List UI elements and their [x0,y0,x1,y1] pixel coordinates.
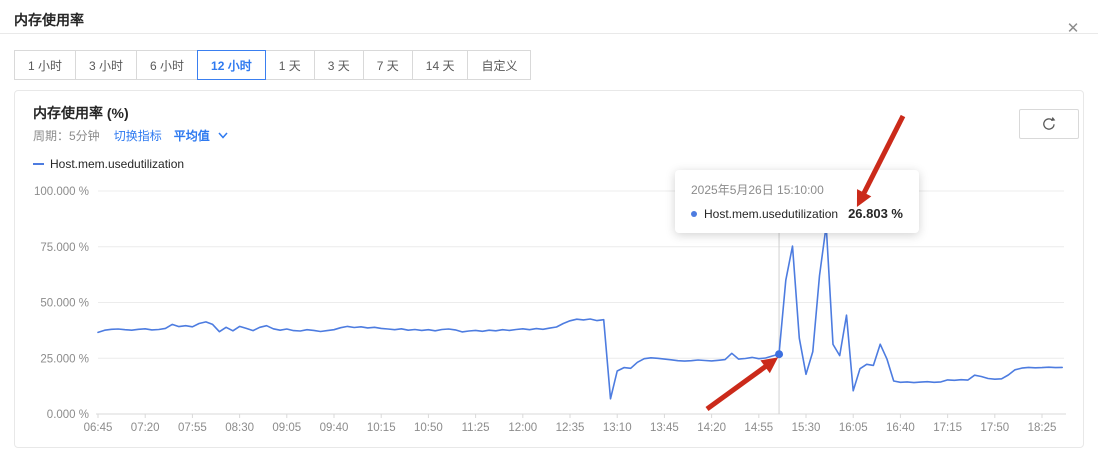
tooltip-timestamp: 2025年5月26日 15:10:00 [691,183,824,197]
aggregation-value: 平均值 [173,129,210,143]
x-axis-label: 13:45 [650,422,679,434]
chart-meta-row: 周期：5分钟 切换指标 平均值 [33,127,228,144]
x-axis-label: 12:35 [556,422,585,434]
chart-card: 内存使用率 (%) 周期：5分钟 切换指标 平均值 Host.mem.usedu… [14,90,1084,448]
time-range-tab[interactable]: 3 天 [313,50,364,80]
x-axis-label: 17:50 [980,422,1009,434]
x-axis-label: 16:40 [886,422,915,434]
x-axis-label: 13:10 [603,422,632,434]
chart-title: 内存使用率 (%) [33,105,129,121]
tooltip-series-row: Host.mem.usedutilization 26.803 % [691,206,903,221]
period-label: 周期：5分钟 [33,129,100,143]
x-axis-label: 15:30 [792,422,821,434]
time-range-tab[interactable]: 自定义 [467,50,532,80]
legend-item[interactable]: Host.mem.usedutilization [33,157,184,171]
y-axis-label: 50.000 % [40,298,89,310]
x-axis-label: 18:25 [1028,422,1057,434]
time-range-tab[interactable]: 7 天 [362,50,413,80]
y-axis-label: 0.000 % [47,409,89,421]
series-line[interactable] [97,224,1063,400]
page-title: 内存使用率 [14,12,84,28]
refresh-button[interactable] [1019,109,1079,139]
chart-tooltip: 2025年5月26日 15:10:00 Host.mem.usedutiliza… [675,170,919,233]
close-icon[interactable]: ✕ [1066,20,1080,37]
y-axis-label: 100.000 % [34,186,89,198]
x-axis-label: 06:45 [84,422,113,434]
tooltip-series-dot-icon [691,210,697,217]
x-axis-label: 17:15 [933,422,962,434]
y-axis-label: 75.000 % [40,242,89,254]
y-axis-label: 25.000 % [40,353,89,365]
time-range-tab[interactable]: 1 天 [264,50,315,80]
time-range-tab[interactable]: 1 小时 [14,50,77,80]
header-divider [0,33,1098,34]
x-axis-label: 09:05 [272,422,301,434]
x-axis-label: 11:25 [462,422,490,434]
x-axis-label: 08:30 [225,422,254,434]
x-axis-label: 10:50 [414,422,443,434]
line-chart-plot[interactable]: 100.000 % 75.000 % 50.000 % 25.000 % 0.000 %… [15,177,1085,445]
time-range-tab[interactable]: 12 小时 [197,50,266,80]
refresh-icon [1043,116,1056,130]
x-axis-label: 10:15 [367,422,396,434]
highlighted-data-point[interactable] [775,350,784,359]
time-range-tab[interactable]: 6 小时 [136,50,199,80]
legend-line-marker [33,163,44,165]
x-axis-label: 16:05 [839,422,868,434]
aggregation-dropdown[interactable]: 平均值 [174,127,228,144]
x-axis-label: 07:55 [178,422,207,434]
tooltip-value: 26.803 % [848,206,903,221]
x-axis-label: 12:00 [508,422,537,434]
x-axis-label: 07:20 [131,422,160,434]
x-axis-label: 09:40 [320,422,349,434]
x-axis-label: 14:55 [744,422,773,434]
tooltip-series-name: Host.mem.usedutilization [704,206,839,221]
x-axis-label: 14:20 [697,422,726,434]
switch-metric-link[interactable]: 切换指标 [113,129,162,143]
time-range-tab[interactable]: 14 天 [411,50,469,80]
time-range-tab[interactable]: 3 小时 [75,50,138,80]
chevron-down-icon [218,132,228,139]
legend-label: Host.mem.usedutilization [50,157,185,171]
